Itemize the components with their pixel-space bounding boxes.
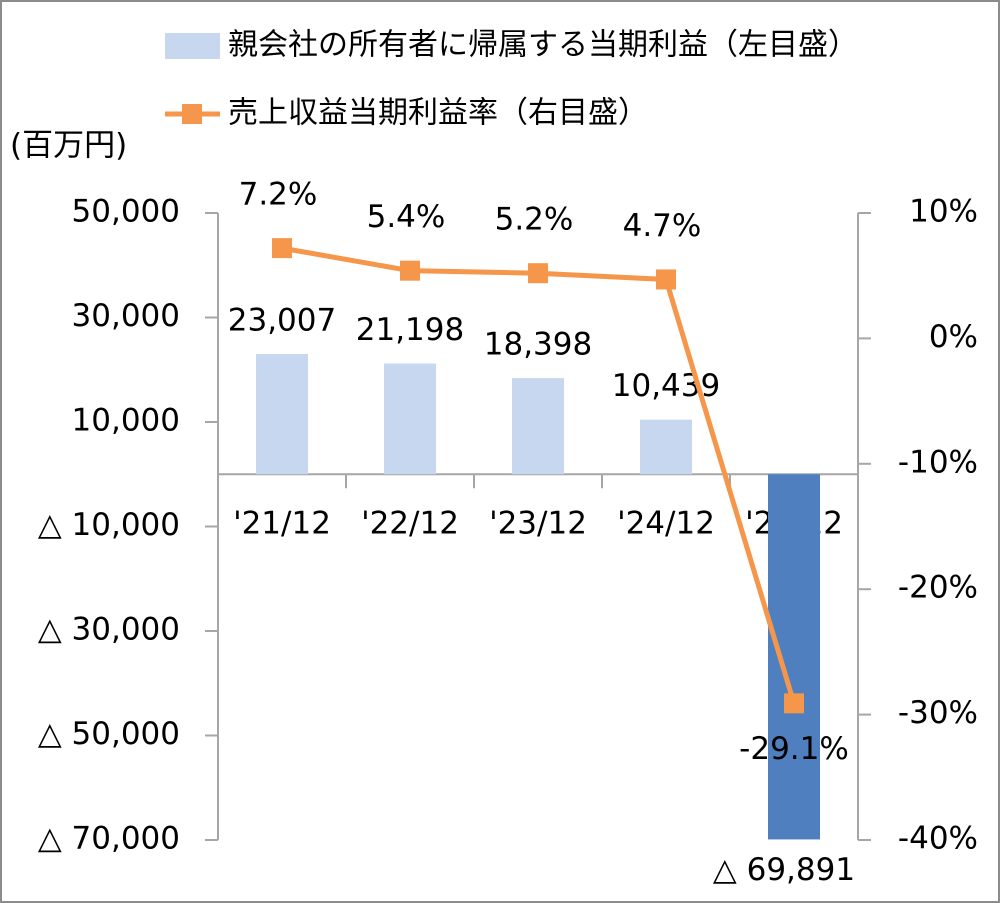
legend-label: 売上収益当期利益率（右目盛） — [228, 96, 648, 131]
legend-swatch — [165, 33, 220, 59]
y2-tick-label: -30% — [898, 695, 978, 731]
y2-tick-label: -40% — [898, 821, 978, 857]
y-tick-label: △ 10,000 — [38, 507, 180, 543]
y-tick-label: △ 30,000 — [38, 612, 180, 648]
line-marker — [656, 269, 676, 290]
line-value-label: 7.2% — [239, 177, 318, 213]
bar-value-label: 21,198 — [356, 312, 464, 348]
bar-value-label: △ 69,891 — [713, 852, 855, 888]
y-axis-label: (百万円) — [10, 128, 127, 164]
bar — [384, 363, 436, 475]
line-value-label: 5.4% — [367, 199, 446, 235]
legend-label: 親会社の所有者に帰属する当期利益（左目盛） — [228, 28, 858, 63]
y-tick-label: 10,000 — [72, 403, 180, 439]
y-tick-label: △ 50,000 — [38, 716, 180, 752]
y2-tick-label: -10% — [898, 444, 978, 480]
line-value-label: -29.1% — [739, 731, 849, 767]
y-tick-label: 50,000 — [72, 194, 180, 230]
line-marker — [400, 260, 420, 281]
y2-tick-label: 0% — [929, 319, 978, 355]
bar — [768, 474, 820, 840]
line-marker — [272, 238, 292, 259]
line-marker — [784, 693, 804, 714]
y2-tick-label: 10% — [909, 194, 978, 230]
bar — [512, 378, 564, 475]
bar — [256, 354, 308, 475]
line-marker — [528, 263, 548, 284]
x-tick-label: '21/12 — [233, 506, 331, 542]
x-tick-label: '23/12 — [489, 506, 587, 542]
bar-value-label: 18,398 — [484, 327, 592, 363]
y2-tick-label: -20% — [898, 570, 978, 606]
x-tick-label: '22/12 — [361, 506, 459, 542]
bar-value-label: 23,007 — [228, 303, 336, 339]
legend-swatch — [182, 104, 202, 124]
line-value-label: 5.2% — [495, 202, 574, 238]
bar — [640, 419, 692, 475]
y-tick-label: 30,000 — [72, 298, 180, 334]
x-tick-label: '24/12 — [617, 506, 715, 542]
line-value-label: 4.7% — [623, 208, 702, 244]
y-tick-label: △ 70,000 — [38, 821, 180, 857]
